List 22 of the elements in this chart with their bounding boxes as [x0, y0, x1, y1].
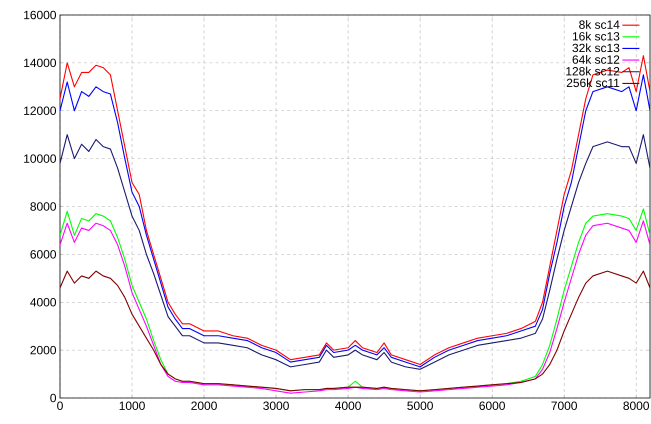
y-tick-label: 4000	[30, 298, 56, 306]
y-tick-label: 8000	[30, 202, 56, 211]
x-tick-label: 8000	[623, 402, 650, 410]
x-tick-label: 4000	[335, 402, 361, 410]
y-tick-label: 14000	[24, 58, 56, 68]
x-tick-label: 0	[57, 402, 63, 410]
y-tick-label: 0	[50, 394, 56, 402]
y-tick-label: 16000	[24, 10, 56, 20]
legend-label: 64k sc12	[572, 55, 620, 64]
y-tick-label: 10000	[24, 154, 56, 163]
y-tick-label: 6000	[30, 250, 56, 259]
y-tick-label: 12000	[24, 106, 56, 115]
legend-label: 16k sc13	[572, 32, 620, 41]
x-tick-label: 3000	[263, 402, 289, 410]
x-tick-label: 6000	[479, 402, 505, 410]
legend-label: 32k sc13	[572, 43, 620, 52]
legend-label: 8k sc14	[579, 20, 620, 29]
x-tick-label: 1000	[120, 402, 145, 410]
x-tick-label: 5000	[407, 402, 433, 410]
x-tick-label: 2000	[191, 402, 217, 410]
x-tick-label: 7000	[551, 402, 577, 410]
y-tick-label: 2000	[30, 346, 56, 354]
